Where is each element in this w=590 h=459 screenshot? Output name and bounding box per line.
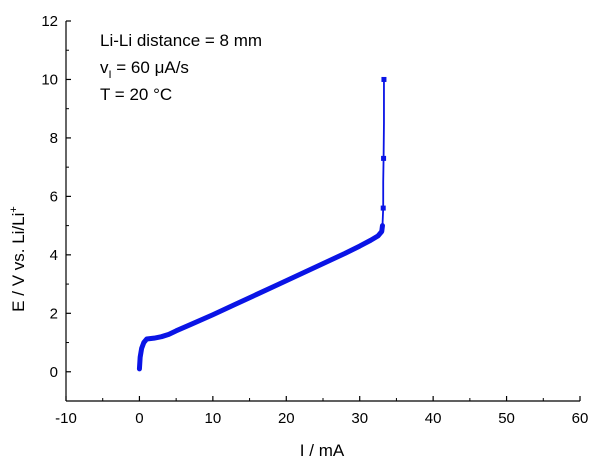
- annotation-line-2-main: v: [100, 58, 109, 77]
- y-tick-label: 4: [50, 247, 58, 264]
- x-tick-label: 30: [351, 410, 368, 427]
- y-tick-label: 2: [50, 305, 58, 322]
- x-tick-label: 20: [278, 410, 295, 427]
- annotation-line-1: Li-Li distance = 8 mm: [100, 31, 262, 50]
- annotation-line-2-rest: = 60 μA/s: [112, 58, 189, 77]
- x-tick-label: 40: [425, 410, 442, 427]
- series-line: [138, 79, 385, 369]
- x-tick-label: 0: [135, 410, 143, 427]
- y-tick-label: 6: [50, 188, 58, 205]
- annotation-line-3: T = 20 °C: [100, 85, 172, 104]
- y-tick-label: 12: [41, 13, 58, 30]
- data-series: [136, 76, 387, 372]
- series-curve: [136, 223, 385, 372]
- y-tick-label: 0: [50, 364, 58, 381]
- annotation-line-2-subscript: I: [109, 69, 112, 81]
- x-tick-label: 50: [498, 410, 515, 427]
- y-axis-title-main: E / V vs. Li/Li: [9, 213, 28, 312]
- x-tick-label: 60: [572, 410, 589, 427]
- data-point-marker: [381, 155, 387, 161]
- x-tick-label: -10: [55, 410, 77, 427]
- y-axis-title-superscript: +: [8, 206, 20, 212]
- data-point-marker: [380, 205, 386, 211]
- y-tick-label: 8: [50, 130, 58, 147]
- y-axis-title: E / V vs. Li/Li+: [8, 206, 28, 312]
- x-axis-title: I / mA: [300, 441, 345, 459]
- annotation: Li-Li distance = 8 mm vI = 60 μA/s T = 2…: [100, 31, 262, 104]
- data-point-marker: [381, 76, 387, 82]
- y-tick-label: 10: [41, 71, 58, 88]
- x-tick-label: 10: [205, 410, 222, 427]
- ticks: -10 0 10 20 30 40 50 60 0 2 4 6 8 10 12: [41, 13, 588, 427]
- annotation-line-2: vI = 60 μA/s: [100, 58, 189, 81]
